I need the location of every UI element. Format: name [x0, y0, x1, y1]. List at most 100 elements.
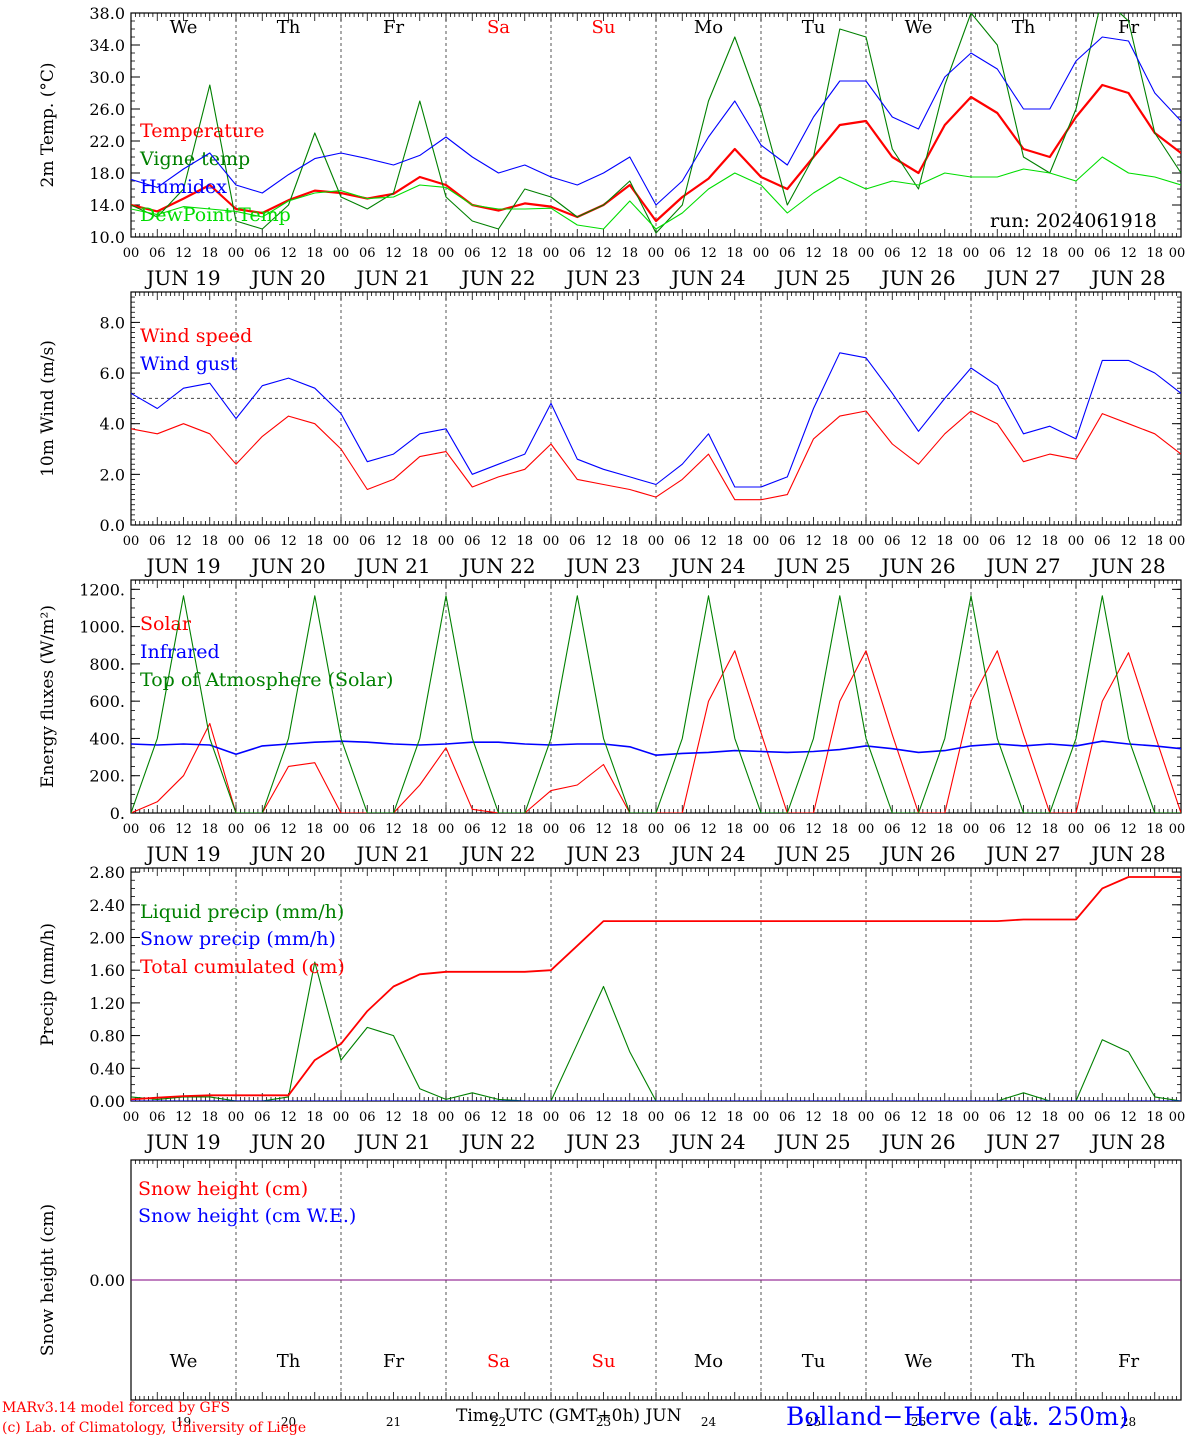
series-line-wind-speed [131, 410, 1181, 501]
hour-tick-label: 12 [1120, 1110, 1137, 1125]
hour-tick-label: 18 [621, 534, 638, 549]
hour-tick-label: 00 [438, 534, 455, 549]
y-axis-label: Snow height (cm) [38, 1204, 58, 1356]
date-label: JUN 26 [879, 554, 955, 578]
hour-tick-label: 00 [963, 1110, 980, 1125]
hour-tick-label: 12 [700, 822, 717, 837]
hour-tick-label: 00 [963, 822, 980, 837]
hour-tick-label: 00 [333, 822, 350, 837]
date-label: JUN 20 [249, 842, 325, 866]
y-tick-label: 0.00 [89, 1092, 125, 1111]
date-label: JUN 27 [984, 1130, 1060, 1154]
date-label: JUN 21 [354, 842, 430, 866]
y-tick-label: 2.0 [100, 465, 125, 484]
hour-tick-label: 06 [884, 822, 901, 837]
weekday-label: Tu [802, 17, 826, 38]
y-tick-label: 22.0 [89, 132, 125, 151]
hour-tick-label: 00 [753, 246, 770, 261]
y-tick-label: 30.0 [89, 68, 125, 87]
weekday-label: Fr [1118, 17, 1139, 38]
hour-tick-label: 06 [254, 246, 271, 261]
hour-tick-label: 00 [228, 822, 245, 837]
y-tick-label: 4.0 [100, 415, 125, 434]
weekday-label: Mo [694, 1351, 723, 1372]
hour-tick-label: 12 [175, 1110, 192, 1125]
hour-tick-label: 06 [464, 534, 481, 549]
date-label: JUN 28 [1089, 842, 1165, 866]
hour-tick-label: 06 [149, 246, 166, 261]
weekday-label: We [905, 17, 933, 38]
date-label: JUN 19 [144, 1130, 220, 1154]
legend-entry: Infrared [140, 641, 220, 663]
date-label: JUN 19 [144, 842, 220, 866]
hour-tick-label: 00 [438, 822, 455, 837]
date-label: JUN 23 [564, 1130, 640, 1154]
hour-tick-label: 18 [1041, 822, 1058, 837]
hour-tick-label: 12 [385, 822, 402, 837]
hour-tick-label: 18 [306, 534, 323, 549]
weekday-label: Sa [487, 1351, 510, 1372]
hour-tick-label: 18 [831, 1110, 848, 1125]
hour-tick-label: 06 [464, 822, 481, 837]
hour-tick-label: 06 [359, 1110, 376, 1125]
hour-tick-label: 18 [1146, 534, 1163, 549]
hour-tick-label: 06 [359, 246, 376, 261]
hour-tick-label: 12 [490, 246, 507, 261]
hour-tick-label: 00 [438, 1110, 455, 1125]
legend-entry: Snow precip (mm/h) [140, 928, 336, 950]
hour-tick-label: 06 [569, 822, 586, 837]
date-label: JUN 28 [1089, 554, 1165, 578]
hour-tick-label: 12 [700, 246, 717, 261]
hour-tick-label: 18 [411, 822, 428, 837]
hour-tick-label: 12 [175, 246, 192, 261]
y-tick-label: 26.0 [89, 100, 125, 119]
hour-tick-label: 06 [1094, 534, 1111, 549]
hour-tick-label: 12 [1120, 246, 1137, 261]
hour-tick-label: 18 [621, 246, 638, 261]
x-axis-title: Time UTC (GMT+0h) JUN [456, 1406, 682, 1426]
y-tick-label: 2.40 [89, 896, 125, 915]
hour-tick-label: 18 [411, 1110, 428, 1125]
series-line-wind-gust [131, 352, 1181, 488]
hour-tick-label: 18 [621, 822, 638, 837]
y-tick-label: 0.40 [89, 1059, 125, 1078]
hour-tick-label: 06 [464, 246, 481, 261]
date-label: JUN 26 [879, 1130, 955, 1154]
hour-tick-label: 18 [1041, 246, 1058, 261]
date-label: JUN 21 [354, 554, 430, 578]
credit-line-2: (c) Lab. of Climatology, University of L… [2, 1420, 307, 1436]
hour-tick-label: 00 [753, 1110, 770, 1125]
y-tick-label: 8.0 [100, 313, 125, 332]
hour-tick-label: 06 [989, 246, 1006, 261]
weekday-label: We [170, 1351, 198, 1372]
hour-tick-label: 06 [149, 822, 166, 837]
hour-tick-label: 06 [674, 534, 691, 549]
hour-tick-label: 18 [1041, 1110, 1058, 1125]
y-tick-label: 0. [110, 804, 125, 823]
y-axis-label: 10m Wind (m/s) [38, 340, 58, 477]
hour-tick-label: 06 [779, 822, 796, 837]
hour-tick-label: 06 [254, 822, 271, 837]
hour-tick-label: 06 [149, 1110, 166, 1125]
date-label: JUN 19 [144, 266, 220, 290]
hour-tick-label: 18 [306, 822, 323, 837]
hour-tick-label: 00 [543, 246, 560, 261]
hour-tick-label: 18 [1041, 534, 1058, 549]
day-number-label: 20 [281, 1415, 296, 1429]
hour-tick-label: 06 [884, 246, 901, 261]
hour-tick-label: 12 [805, 534, 822, 549]
hour-tick-label: 00 [333, 246, 350, 261]
hour-tick-label: 06 [884, 534, 901, 549]
hour-tick-label: 00 [123, 534, 140, 549]
hour-tick-label: 12 [700, 534, 717, 549]
series-line-liquid-precip-mm-h- [131, 961, 1181, 1101]
day-number-label: 26 [911, 1415, 926, 1429]
hour-tick-label: 12 [700, 1110, 717, 1125]
legend-entry: Humidex [140, 176, 227, 198]
date-label: JUN 27 [984, 842, 1060, 866]
hour-tick-label: 00 [1068, 246, 1085, 261]
date-label: JUN 22 [459, 1130, 535, 1154]
y-tick-label: 2.80 [89, 863, 125, 882]
hour-tick-label: 18 [726, 246, 743, 261]
hour-tick-label: 12 [805, 822, 822, 837]
